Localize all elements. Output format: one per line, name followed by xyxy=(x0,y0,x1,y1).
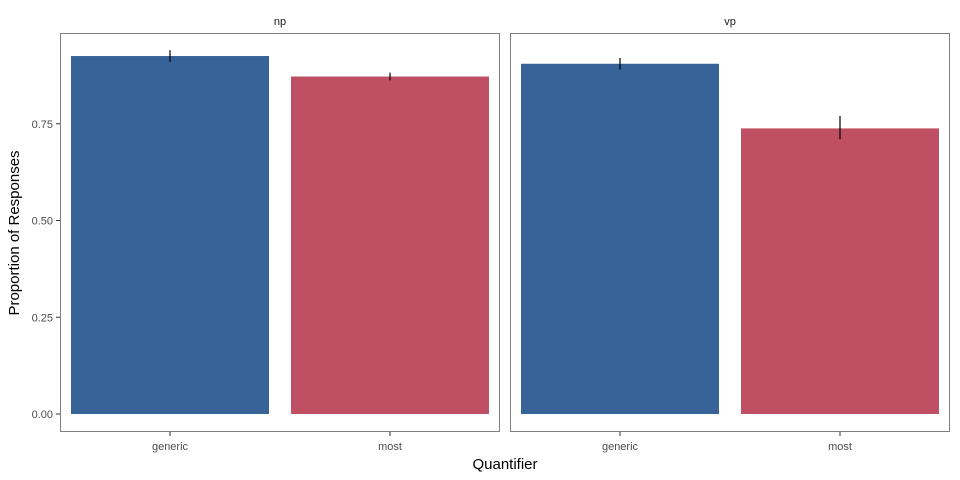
panel-np: np generic most xyxy=(60,16,500,453)
bar-np-generic xyxy=(71,56,269,415)
bar-vp-generic xyxy=(521,63,719,414)
y-tick-label: 0.50 xyxy=(32,216,53,228)
panel-vp: vp generic most xyxy=(510,16,950,453)
x-axis-title: Quantifier xyxy=(472,456,537,473)
y-tick-label: 0.00 xyxy=(32,409,53,421)
x-tick-label: most xyxy=(378,441,402,453)
panels-layer: np generic most vp generic most xyxy=(60,16,950,453)
x-tick-label: generic xyxy=(152,441,189,453)
panel-title: vp xyxy=(724,16,736,28)
y-tick-label: 0.25 xyxy=(32,312,53,324)
panel-border xyxy=(60,33,500,432)
bar-vp-most xyxy=(741,128,939,415)
panel-border xyxy=(510,33,950,432)
bar-np-most xyxy=(291,76,489,414)
x-tick-label: most xyxy=(828,441,852,453)
x-tick-label: generic xyxy=(602,441,639,453)
y-axis: 0.00 0.25 0.50 0.75 xyxy=(32,119,60,421)
panel-title: np xyxy=(274,16,286,28)
y-axis-title: Proportion of Responses xyxy=(6,150,23,315)
y-tick-label: 0.75 xyxy=(32,119,53,131)
